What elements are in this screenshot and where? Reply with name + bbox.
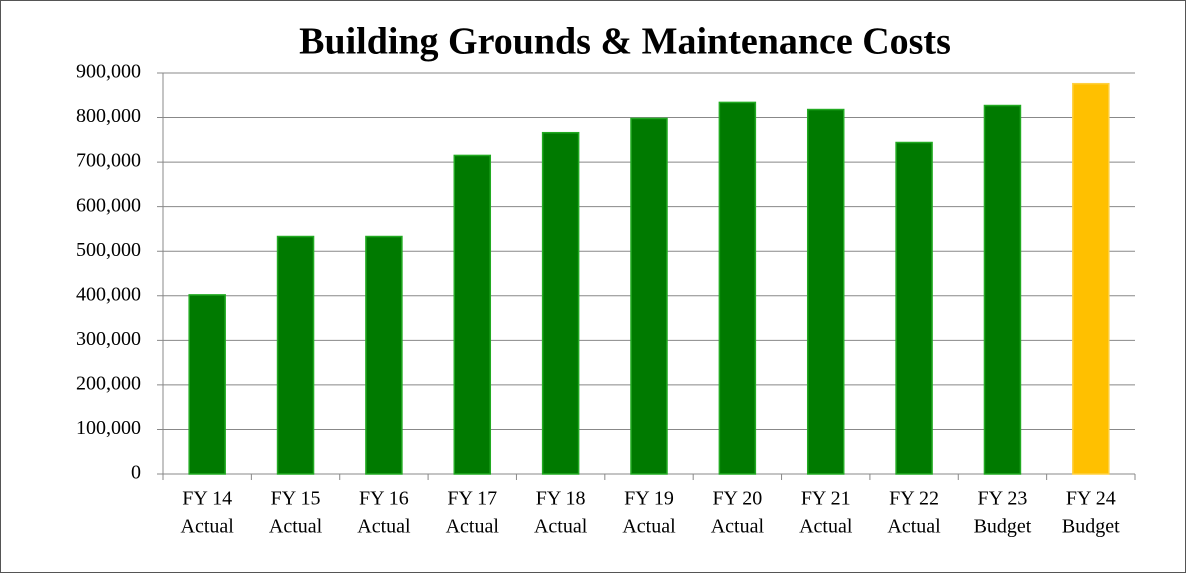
y-tick-label: 700,000 [76,150,141,172]
bar [1072,82,1110,475]
y-tick-label: 100,000 [76,417,141,439]
x-tick-label: FY 24 [1066,488,1116,510]
y-tick-label: 0 [131,462,141,484]
bar [630,117,668,475]
x-tick-label: FY 16 [359,488,409,510]
x-tick-label: FY 15 [271,488,321,510]
bar [806,108,845,475]
bar [188,294,226,475]
x-tick-label: Actual [622,516,676,538]
y-tick-label: 600,000 [76,194,141,216]
y-tick-label: 200,000 [76,372,141,394]
x-tick-label: FY 20 [712,488,762,510]
x-tick-label: FY 18 [536,488,586,510]
bar [365,235,403,475]
x-tick-label: Actual [181,516,235,538]
x-tick-label: FY 21 [801,488,851,510]
x-tick-label: Actual [887,516,941,538]
x-tick-label: Actual [269,516,323,538]
bar [541,131,580,475]
x-tick-label: FY 23 [978,488,1028,510]
x-tick-label: FY 14 [182,488,232,510]
bar [983,104,1022,475]
bar [718,101,757,475]
x-tick-label: Actual [446,516,500,538]
x-tick-label: Budget [1062,516,1120,538]
bar [895,141,933,475]
bar [453,154,492,475]
x-tick-label: Actual [357,516,411,538]
y-tick-label: 900,000 [76,61,141,83]
y-tick-label: 400,000 [76,283,141,305]
x-tick-label: FY 22 [889,488,939,510]
y-tick-label: 800,000 [76,105,141,127]
bar [276,235,315,475]
y-tick-label: 300,000 [76,328,141,350]
x-tick-label: FY 19 [624,488,674,510]
x-tick-label: FY 17 [447,488,497,510]
y-tick-label: 500,000 [76,239,141,261]
x-tick-label: Budget [974,516,1032,538]
x-tick-label: Actual [711,516,765,538]
x-tick-label: Actual [799,516,853,538]
chart-title: Building Grounds & Maintenance Costs [299,21,951,63]
x-tick-label: Actual [534,516,588,538]
